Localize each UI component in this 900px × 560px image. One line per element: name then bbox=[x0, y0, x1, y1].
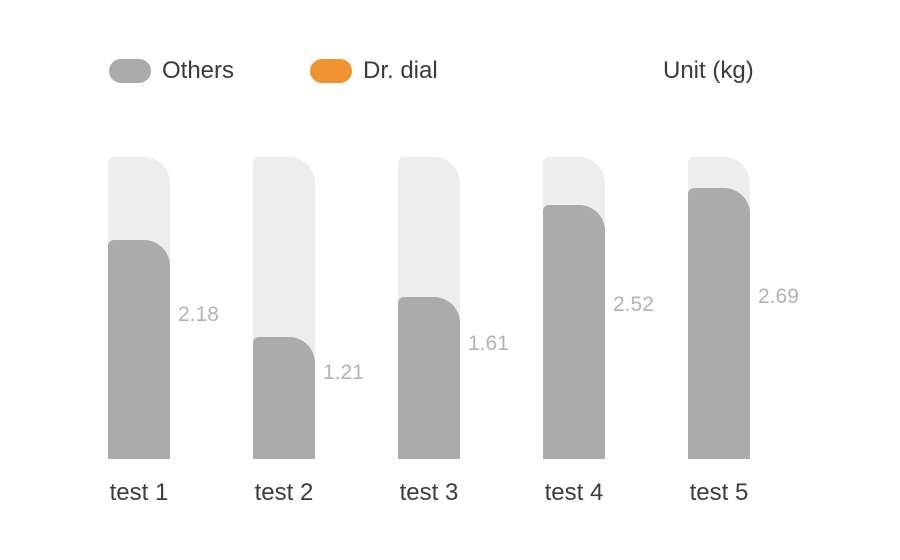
bar-others[interactable] bbox=[398, 297, 460, 459]
bar-others[interactable] bbox=[688, 188, 750, 459]
bar-others[interactable] bbox=[253, 337, 315, 459]
bar-others[interactable] bbox=[543, 205, 605, 459]
others-swatch-icon bbox=[109, 59, 151, 83]
category-label: test 1 bbox=[109, 479, 169, 506]
dr-dial-swatch-icon bbox=[310, 59, 352, 83]
category-label: test 4 bbox=[544, 479, 604, 506]
legend-label-others: Others bbox=[162, 57, 235, 84]
bar-others[interactable] bbox=[108, 240, 170, 459]
category-label: test 3 bbox=[399, 479, 459, 506]
bar-value-label: 1.21 bbox=[323, 361, 364, 384]
bar-value-label: 2.52 bbox=[613, 293, 654, 316]
unit-label: Unit (kg) bbox=[663, 57, 754, 84]
bar-value-label: 2.18 bbox=[178, 303, 219, 326]
legend-item-others[interactable]: Others bbox=[109, 58, 234, 84]
bar-value-label: 2.69 bbox=[758, 285, 799, 308]
category-label: test 2 bbox=[254, 479, 314, 506]
legend-item-dr-dial[interactable]: Dr. dial bbox=[310, 58, 438, 84]
bar-value-label: 1.61 bbox=[468, 332, 509, 355]
category-label: test 5 bbox=[689, 479, 749, 506]
legend-label-dr-dial: Dr. dial bbox=[363, 57, 438, 84]
